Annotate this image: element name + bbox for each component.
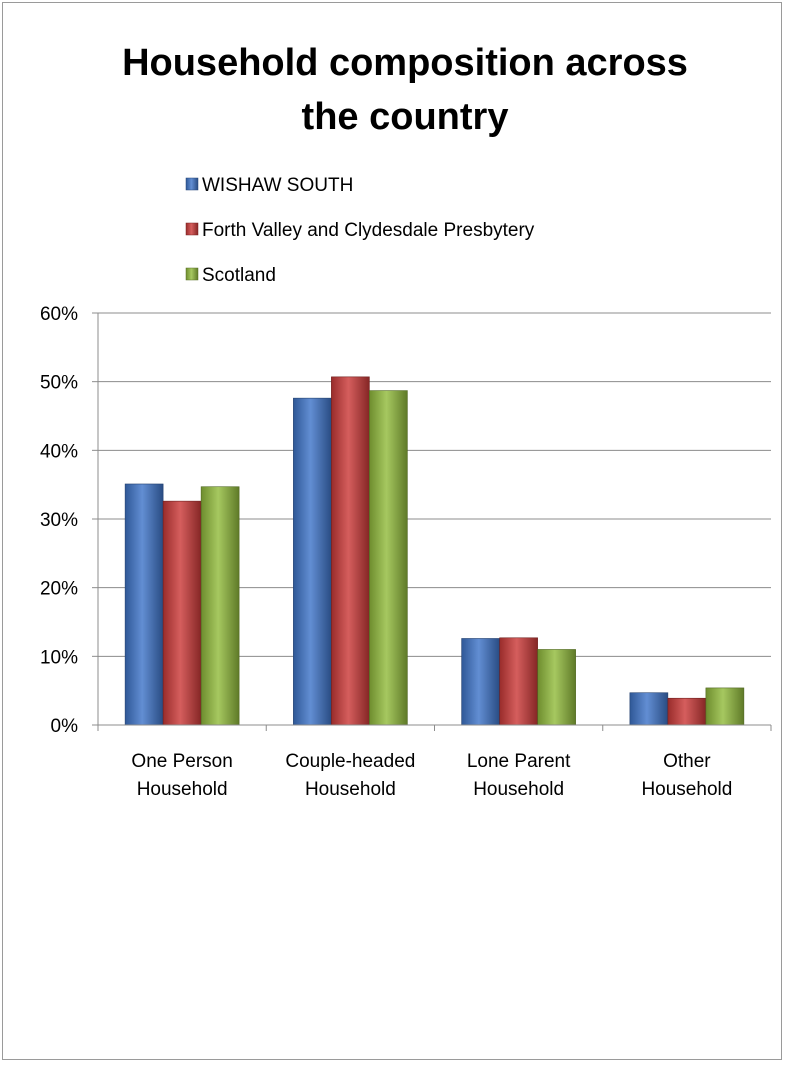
bar-1-1 xyxy=(124,483,164,726)
legend-swatch-2 xyxy=(185,222,199,236)
y-tick-label: 30% xyxy=(40,510,78,531)
bar-2-4 xyxy=(667,697,707,726)
x-tick-label: Couple-headed xyxy=(285,751,415,772)
bar-3-3 xyxy=(537,649,576,726)
axes xyxy=(92,312,772,731)
y-tick-label: 10% xyxy=(40,647,78,668)
x-tick-labels: One Person Household Couple-headed Househol… xyxy=(131,751,732,800)
bar-3-1 xyxy=(200,486,240,726)
y-tick-label: 40% xyxy=(40,441,78,462)
y-tick-label: 20% xyxy=(40,579,78,600)
x-tick-label: Household xyxy=(137,779,228,800)
x-tick-label: Household xyxy=(305,779,396,800)
legend-swatch-3 xyxy=(185,267,199,281)
x-tick-label: One Person xyxy=(131,751,232,772)
chart-title-line-2: the country xyxy=(302,96,509,138)
legend-label-2: Forth Valley and Clydesdale Presbytery xyxy=(202,220,535,241)
legend-label-3: Scotland xyxy=(202,265,276,286)
legend-swatch-1 xyxy=(185,177,199,191)
x-tick-label: Household xyxy=(473,779,564,800)
bars xyxy=(124,376,745,726)
bar-2-3 xyxy=(499,637,538,726)
bar-3-2 xyxy=(369,390,408,726)
y-tick-label: 0% xyxy=(51,716,79,737)
chart-title-line-1: Household composition across xyxy=(122,42,688,84)
x-tick-label: Lone Parent xyxy=(467,751,571,772)
bar-2-1 xyxy=(162,500,202,726)
bar-1-2 xyxy=(293,397,332,726)
y-tick-label: 50% xyxy=(40,373,78,394)
bar-3-4 xyxy=(705,687,745,726)
x-tick-label: Other xyxy=(663,751,711,772)
bar-2-2 xyxy=(331,376,370,726)
bar-chart: Household composition across the country… xyxy=(40,42,772,800)
bar-1-3 xyxy=(461,638,500,726)
y-tick-labels: 0% 10% 20% 30% 40% 50% 60% xyxy=(40,304,78,737)
x-tick-label: Household xyxy=(641,779,732,800)
bar-1-4 xyxy=(629,692,669,726)
chart-legend: WISHAW SOUTH Forth Valley and Clydesdale … xyxy=(185,175,535,286)
y-tick-label: 60% xyxy=(40,304,78,325)
legend-label-1: WISHAW SOUTH xyxy=(202,175,353,196)
